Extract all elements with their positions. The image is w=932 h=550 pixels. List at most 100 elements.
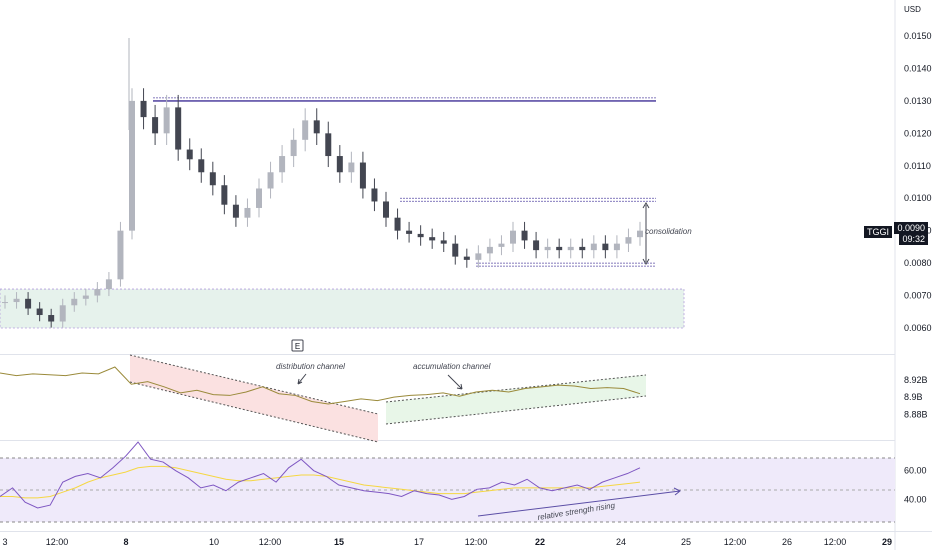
candle-body bbox=[313, 120, 320, 134]
accumulation-arrow bbox=[447, 374, 463, 390]
price-tick-label: 0.0070 bbox=[904, 291, 932, 301]
candle-body bbox=[625, 237, 632, 244]
rsi-ma-line bbox=[0, 465, 641, 499]
candle-body bbox=[59, 305, 66, 322]
candle-body bbox=[325, 133, 332, 157]
candle-body bbox=[567, 246, 574, 251]
time-tick-label: 12:00 bbox=[724, 537, 747, 547]
support-zone bbox=[0, 288, 685, 329]
candle-body bbox=[336, 156, 343, 173]
candle-body bbox=[256, 188, 262, 208]
candle-body bbox=[452, 243, 459, 257]
candle-body bbox=[533, 240, 540, 251]
ratio-tick-label: 8.88B bbox=[904, 409, 928, 419]
candle-body bbox=[152, 117, 159, 134]
time-tick-label: 15 bbox=[334, 537, 344, 547]
candle-body bbox=[267, 172, 274, 189]
candle-body bbox=[417, 233, 424, 238]
candle-body bbox=[544, 246, 551, 251]
accumulation-channel-upper bbox=[385, 374, 647, 403]
annotation-distribution: distribution channel bbox=[276, 362, 345, 371]
candle-body bbox=[590, 243, 597, 251]
time-tick-label: 25 bbox=[681, 537, 691, 547]
candle-body bbox=[486, 246, 493, 254]
candle-body bbox=[290, 139, 297, 157]
candle-body bbox=[232, 204, 239, 218]
time-tick-label: 8 bbox=[123, 537, 128, 547]
candle-body bbox=[71, 298, 78, 306]
rsi-tick-label: 40.00 bbox=[904, 494, 927, 504]
candle-body bbox=[209, 172, 216, 186]
time-tick-label: 24 bbox=[616, 537, 626, 547]
candle-body bbox=[440, 240, 447, 244]
price-tick-label: 0.0150 bbox=[904, 31, 932, 41]
candle-body bbox=[359, 162, 366, 189]
candle-body bbox=[429, 237, 436, 241]
time-tick-label: 22 bbox=[535, 537, 545, 547]
earnings-marker[interactable]: E bbox=[291, 339, 304, 352]
price-tick-label: 0.0140 bbox=[904, 63, 932, 73]
candle-body bbox=[244, 207, 251, 218]
annotation-accumulation: accumulation channel bbox=[413, 362, 491, 371]
distribution-arrow bbox=[297, 373, 307, 385]
price-tick-label: 0.0080 bbox=[904, 258, 932, 268]
candle-body bbox=[302, 120, 309, 140]
candle-body bbox=[175, 107, 182, 150]
earnings-marker-label: E bbox=[295, 342, 300, 351]
countdown-badge: 09:32 bbox=[899, 233, 928, 245]
candle-body bbox=[348, 162, 355, 173]
time-axis[interactable]: 3 12:00 8 10 12:00 15 17 12:00 22 24 25 12:00 26 12:0… bbox=[2, 537, 892, 547]
candle-body bbox=[25, 298, 32, 309]
candle-body bbox=[556, 246, 563, 251]
candle-body bbox=[463, 256, 470, 260]
candle-body bbox=[48, 315, 55, 322]
time-tick-label: 12:00 bbox=[259, 537, 282, 547]
time-tick-label: 12:00 bbox=[824, 537, 847, 547]
rsi-axis[interactable]: 60.00 40.00 bbox=[904, 466, 927, 505]
candles-layer bbox=[2, 38, 643, 328]
annotation-consolidation: consolidation bbox=[645, 227, 692, 236]
candle-body bbox=[94, 289, 101, 296]
candle-body bbox=[637, 230, 643, 238]
accumulation-channel-lower bbox=[385, 395, 647, 425]
ratio-line-layer bbox=[0, 366, 641, 405]
candle-body bbox=[117, 230, 124, 280]
levels-layer bbox=[153, 97, 656, 267]
time-tick-label: 29 bbox=[882, 537, 892, 547]
rsi-layer bbox=[0, 441, 641, 509]
distribution-channel-fill bbox=[130, 355, 378, 442]
time-tick-label: 12:00 bbox=[465, 537, 488, 547]
candle-body bbox=[371, 188, 378, 202]
candle-body bbox=[279, 156, 286, 173]
price-axis[interactable]: 0.0150 0.0140 0.0130 0.0120 0.0110 0.0100 0.00… bbox=[904, 31, 932, 333]
time-tick-label: 12:00 bbox=[46, 537, 69, 547]
candle-body bbox=[105, 279, 112, 290]
candle-body bbox=[129, 100, 135, 231]
candle-body bbox=[613, 243, 620, 251]
candle-body bbox=[13, 298, 20, 303]
candle-body bbox=[475, 253, 482, 260]
candle-body bbox=[186, 149, 193, 160]
candle-body bbox=[82, 295, 89, 299]
rsi-line bbox=[0, 441, 641, 509]
price-tick-label: 0.0120 bbox=[904, 128, 932, 138]
rsi-trend-arrow bbox=[477, 487, 681, 517]
rsi-tick-label: 60.00 bbox=[904, 466, 927, 476]
candle-body bbox=[521, 230, 528, 241]
currency-label: USD bbox=[904, 5, 921, 14]
earnings-marker-box bbox=[291, 339, 304, 352]
price-tick-label: 0.0130 bbox=[904, 96, 932, 106]
candle-body bbox=[163, 107, 170, 134]
candle-body bbox=[602, 243, 609, 251]
candle-body bbox=[406, 230, 413, 234]
distribution-channel-lower bbox=[129, 381, 379, 443]
ratio-tick-label: 8.9B bbox=[904, 392, 923, 402]
candle-body bbox=[221, 185, 228, 205]
time-tick-label: 17 bbox=[414, 537, 424, 547]
consolidation-arrowheads bbox=[642, 202, 650, 265]
distribution-channel-upper bbox=[129, 354, 379, 415]
candle-body bbox=[140, 100, 147, 118]
ratio-axis[interactable]: 8.92B 8.9B 8.88B bbox=[904, 375, 928, 419]
price-tick-label: 0.0110 bbox=[904, 161, 931, 171]
